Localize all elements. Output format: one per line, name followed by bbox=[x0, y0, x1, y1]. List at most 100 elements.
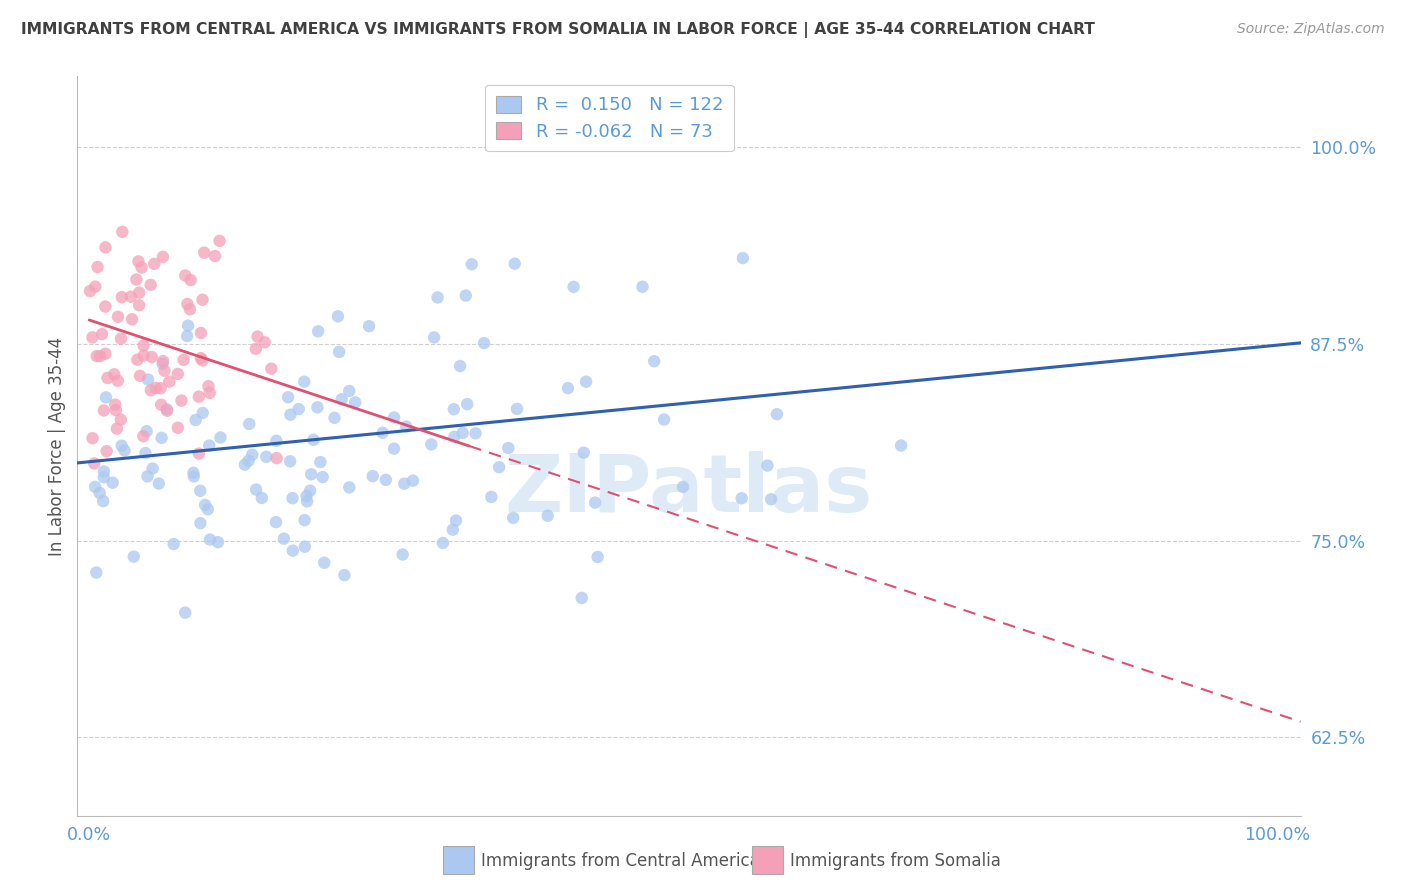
Point bbox=[391, 548, 413, 562]
Point bbox=[132, 338, 155, 352]
Point bbox=[204, 249, 226, 263]
Point bbox=[371, 425, 394, 440]
Point bbox=[756, 458, 779, 473]
Point bbox=[571, 591, 593, 605]
Point bbox=[260, 361, 283, 376]
Point bbox=[139, 384, 162, 398]
Point bbox=[420, 437, 443, 451]
Point bbox=[105, 422, 128, 436]
Point bbox=[157, 375, 180, 389]
Point bbox=[451, 425, 474, 440]
Point bbox=[94, 391, 117, 405]
Point bbox=[96, 371, 118, 385]
Point bbox=[731, 251, 754, 265]
Point bbox=[93, 464, 115, 478]
Point bbox=[281, 491, 304, 505]
Point bbox=[166, 421, 188, 435]
Point bbox=[488, 460, 510, 475]
Point bbox=[292, 375, 315, 389]
Point bbox=[127, 254, 149, 268]
Point bbox=[84, 279, 107, 293]
Text: ZIPatlas: ZIPatlas bbox=[505, 451, 873, 530]
Point bbox=[299, 467, 322, 482]
Point bbox=[583, 495, 606, 509]
Point bbox=[111, 290, 134, 304]
Point bbox=[174, 268, 197, 283]
Point bbox=[107, 374, 129, 388]
Point bbox=[423, 330, 446, 344]
Point bbox=[110, 412, 132, 426]
Point bbox=[498, 441, 520, 455]
Legend: R =  0.150   N = 122, R = -0.062   N = 73: R = 0.150 N = 122, R = -0.062 N = 73 bbox=[485, 85, 734, 152]
Point bbox=[166, 367, 188, 381]
Point bbox=[238, 454, 260, 468]
Point bbox=[93, 403, 115, 417]
Point bbox=[326, 310, 349, 324]
Point bbox=[374, 473, 396, 487]
Point bbox=[198, 533, 221, 547]
Point bbox=[302, 433, 325, 447]
Point bbox=[93, 470, 115, 484]
Point bbox=[394, 476, 416, 491]
Point bbox=[759, 492, 782, 507]
Point bbox=[190, 351, 212, 365]
Point bbox=[176, 329, 198, 343]
Point bbox=[464, 426, 486, 441]
Point bbox=[136, 372, 159, 386]
Point bbox=[562, 280, 585, 294]
Point bbox=[281, 543, 304, 558]
Point bbox=[79, 284, 101, 298]
Point bbox=[631, 279, 654, 293]
Point bbox=[83, 457, 105, 471]
Point bbox=[233, 458, 256, 472]
Point bbox=[432, 536, 454, 550]
Point bbox=[357, 319, 380, 334]
Point bbox=[111, 225, 134, 239]
Point bbox=[149, 381, 172, 395]
Point bbox=[266, 451, 288, 466]
Point bbox=[294, 513, 316, 527]
Text: Immigrants from Central America: Immigrants from Central America bbox=[481, 852, 759, 870]
Point bbox=[120, 290, 142, 304]
Point bbox=[111, 439, 134, 453]
Point bbox=[323, 410, 346, 425]
Point bbox=[502, 511, 524, 525]
Point bbox=[152, 250, 174, 264]
Point bbox=[652, 412, 675, 426]
Point bbox=[309, 455, 332, 469]
Point bbox=[333, 568, 356, 582]
Point bbox=[156, 402, 179, 417]
Point bbox=[163, 537, 186, 551]
Point bbox=[176, 297, 198, 311]
Point bbox=[240, 448, 263, 462]
Point bbox=[575, 375, 598, 389]
Point bbox=[441, 523, 464, 537]
Point bbox=[198, 385, 221, 400]
Point bbox=[103, 368, 125, 382]
Point bbox=[314, 556, 336, 570]
Point bbox=[295, 494, 318, 508]
Point bbox=[183, 469, 205, 483]
Point bbox=[190, 326, 212, 340]
Point bbox=[277, 390, 299, 404]
Point bbox=[449, 359, 471, 373]
Point bbox=[86, 566, 108, 580]
Point bbox=[197, 379, 219, 393]
Point bbox=[191, 353, 214, 368]
Point bbox=[150, 431, 173, 445]
Point bbox=[101, 475, 124, 490]
Point bbox=[110, 332, 132, 346]
Point bbox=[173, 352, 195, 367]
Point bbox=[586, 549, 609, 564]
Point bbox=[307, 324, 329, 338]
Point bbox=[141, 350, 163, 364]
Point bbox=[94, 300, 117, 314]
Point bbox=[328, 345, 350, 359]
Point bbox=[174, 606, 197, 620]
Point bbox=[125, 272, 148, 286]
Point bbox=[506, 401, 529, 416]
Point bbox=[273, 532, 295, 546]
Point bbox=[264, 515, 287, 529]
Text: IMMIGRANTS FROM CENTRAL AMERICA VS IMMIGRANTS FROM SOMALIA IN LABOR FORCE | AGE : IMMIGRANTS FROM CENTRAL AMERICA VS IMMIG… bbox=[21, 22, 1095, 38]
Point bbox=[295, 489, 318, 503]
